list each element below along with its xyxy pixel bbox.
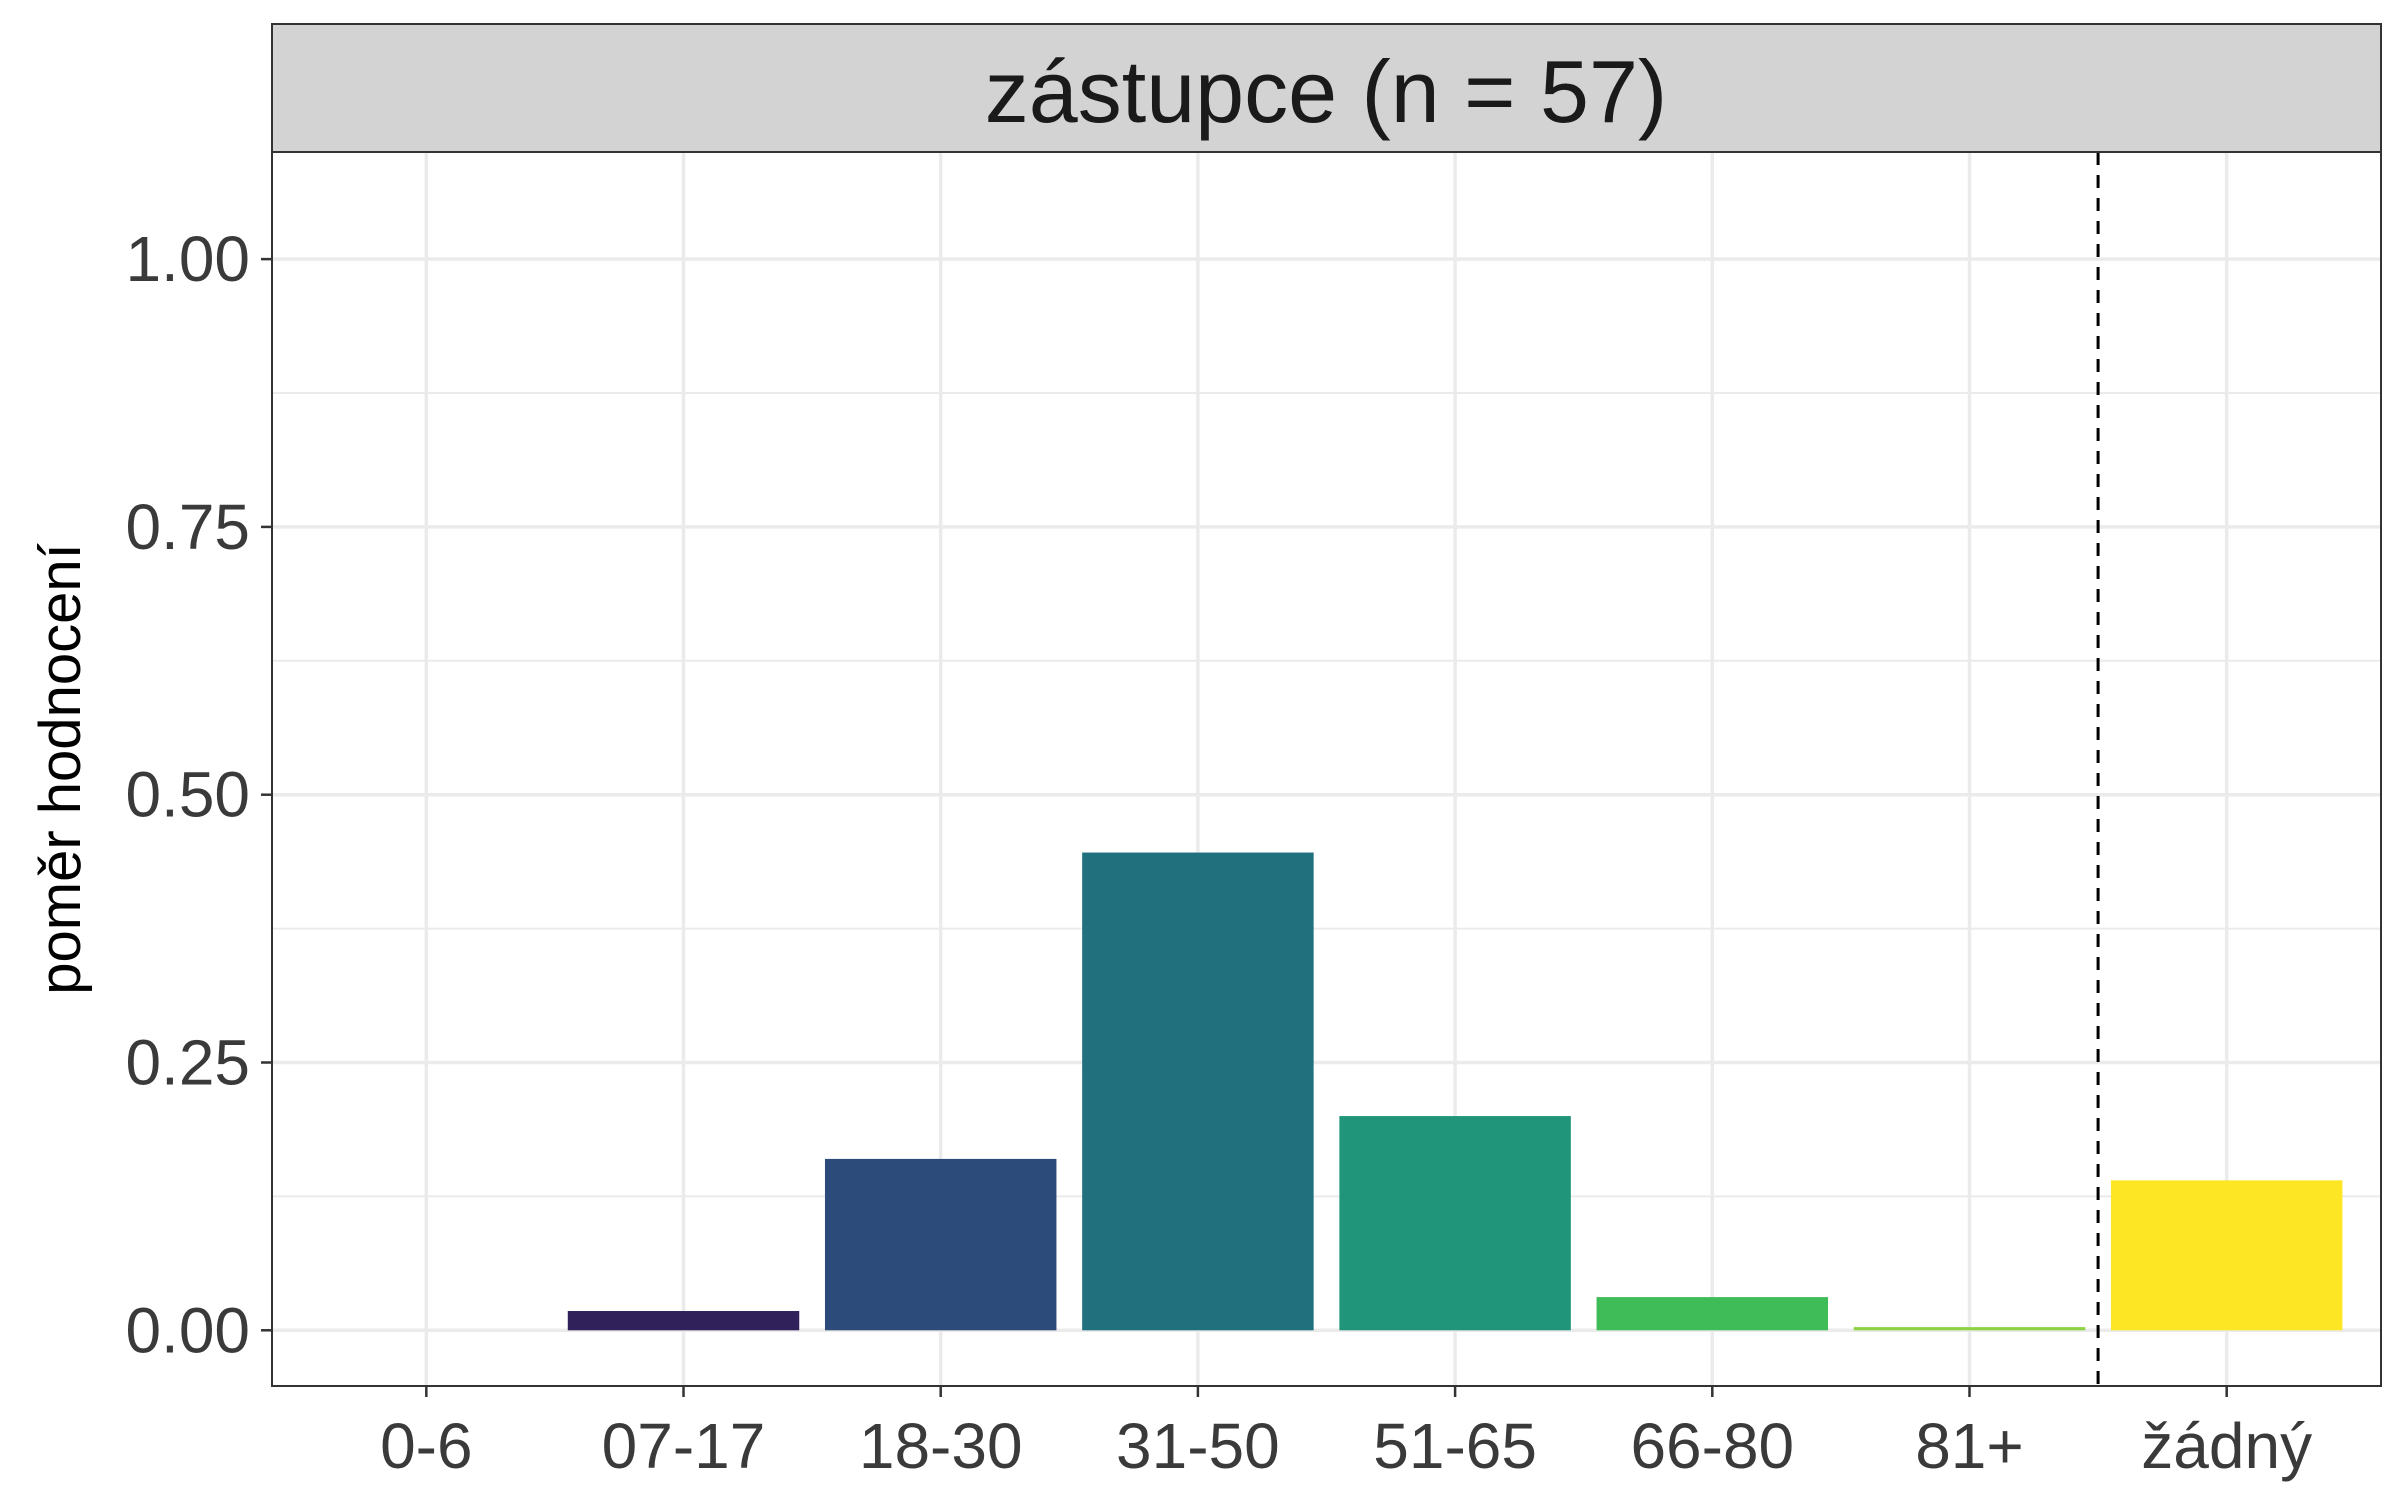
x-tick-label: 07-17 bbox=[602, 1410, 766, 1482]
x-tick-label: žádný bbox=[2141, 1410, 2312, 1482]
facet-title: zástupce (n = 57) bbox=[985, 42, 1667, 141]
x-tick-label: 31-50 bbox=[1116, 1410, 1280, 1482]
panel-border bbox=[271, 151, 2382, 1387]
grid-minor bbox=[272, 392, 2381, 1198]
y-axis: 0.00 0.25 0.50 0.75 1.00 bbox=[125, 223, 272, 1366]
y-tick-label: 0.50 bbox=[125, 759, 250, 831]
bar-51-65 bbox=[1339, 1116, 1571, 1331]
x-tick-label: 0-6 bbox=[380, 1410, 473, 1482]
grid-major bbox=[272, 152, 2381, 1386]
bar-66-80 bbox=[1596, 1297, 1829, 1331]
x-tick-label: 66-80 bbox=[1630, 1410, 1794, 1482]
y-tick-label: 0.75 bbox=[125, 491, 250, 563]
x-axis: 0-6 07-17 18-30 31-50 51-65 66-80 81+ žádný bbox=[380, 1386, 2312, 1482]
y-axis-title: poměr hodnocení bbox=[28, 543, 93, 994]
plot-panel bbox=[272, 152, 2381, 1386]
bars bbox=[567, 852, 2343, 1331]
y-tick-label: 1.00 bbox=[125, 223, 250, 295]
x-tick-label: 81+ bbox=[1915, 1410, 2024, 1482]
x-tick-label: 51-65 bbox=[1373, 1410, 1537, 1482]
bar-07-17 bbox=[567, 1311, 800, 1331]
facet-strip bbox=[271, 23, 2382, 153]
y-tick-label: 0.25 bbox=[125, 1027, 250, 1099]
x-tick-label: 18-30 bbox=[859, 1410, 1023, 1482]
bar-žádný bbox=[2110, 1180, 2343, 1331]
bar-81+ bbox=[1853, 1327, 2086, 1331]
bar-31-50 bbox=[1082, 852, 1314, 1331]
bar-18-30 bbox=[824, 1158, 1057, 1331]
y-tick-label: 0.00 bbox=[125, 1294, 250, 1366]
